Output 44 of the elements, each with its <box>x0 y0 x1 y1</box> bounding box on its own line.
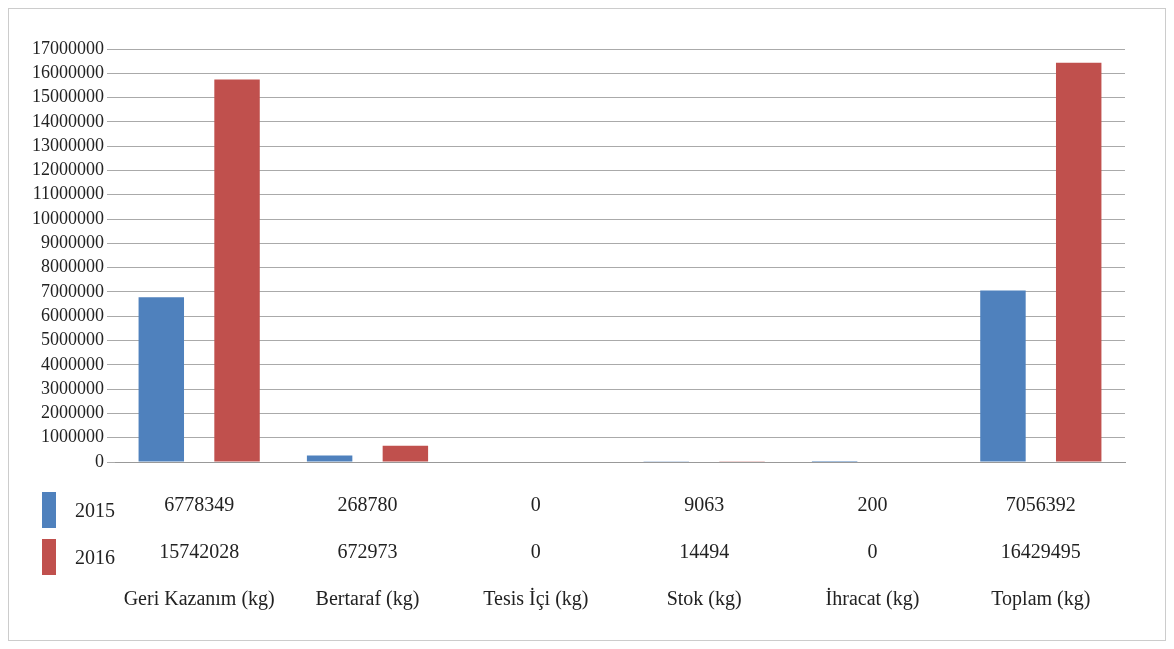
legend-label: 2015 <box>75 499 115 522</box>
bar <box>980 290 1026 462</box>
bar <box>306 455 353 462</box>
y-tick-label: 7000000 <box>41 280 104 301</box>
y-tick-label: 12000000 <box>32 159 104 180</box>
data-label: 200 <box>857 493 888 516</box>
bar <box>382 445 429 462</box>
x-tick-label: İhracat (kg) <box>825 587 920 611</box>
legend-label: 2016 <box>75 546 115 569</box>
y-tick-label: 4000000 <box>41 353 104 374</box>
y-tick-label: 16000000 <box>32 62 104 83</box>
y-tick-label: 17000000 <box>32 37 104 58</box>
data-label: 14494 <box>679 540 730 563</box>
x-tick-label: Stok (kg) <box>666 587 742 611</box>
data-label: 0 <box>867 540 878 563</box>
data-label: 6778349 <box>164 493 235 516</box>
y-tick-label: 2000000 <box>41 402 104 423</box>
data-label: 7056392 <box>1005 493 1076 516</box>
data-label: 0 <box>530 540 541 563</box>
y-tick-label: 0 <box>95 450 104 471</box>
x-tick-label: Bertaraf (kg) <box>315 587 420 611</box>
bar <box>1055 62 1102 462</box>
data-label: 15742028 <box>159 540 240 563</box>
data-label: 268780 <box>337 493 398 516</box>
x-tick-label: Geri Kazanım (kg) <box>123 587 275 611</box>
bar <box>138 297 185 462</box>
y-tick-label: 14000000 <box>32 110 104 131</box>
y-tick-label: 10000000 <box>32 207 104 228</box>
data-label: 16429495 <box>1000 540 1081 563</box>
y-tick-label: 9000000 <box>41 232 104 253</box>
x-tick-label: Tesis İçi (kg) <box>483 587 589 611</box>
y-tick-label: 11000000 <box>32 183 104 204</box>
bar <box>214 79 260 462</box>
x-tick-label: Toplam (kg) <box>991 587 1091 611</box>
data-label: 9063 <box>684 493 725 516</box>
y-tick-label: 3000000 <box>41 377 104 398</box>
y-tick-label: 5000000 <box>41 329 104 350</box>
data-label: 672973 <box>337 540 398 563</box>
y-tick-label: 8000000 <box>41 256 104 277</box>
y-tick-label: 13000000 <box>32 134 104 155</box>
y-tick-label: 6000000 <box>41 304 104 325</box>
data-label: 0 <box>530 493 541 516</box>
y-tick-label: 15000000 <box>32 86 104 107</box>
y-tick-label: 1000000 <box>41 426 104 447</box>
